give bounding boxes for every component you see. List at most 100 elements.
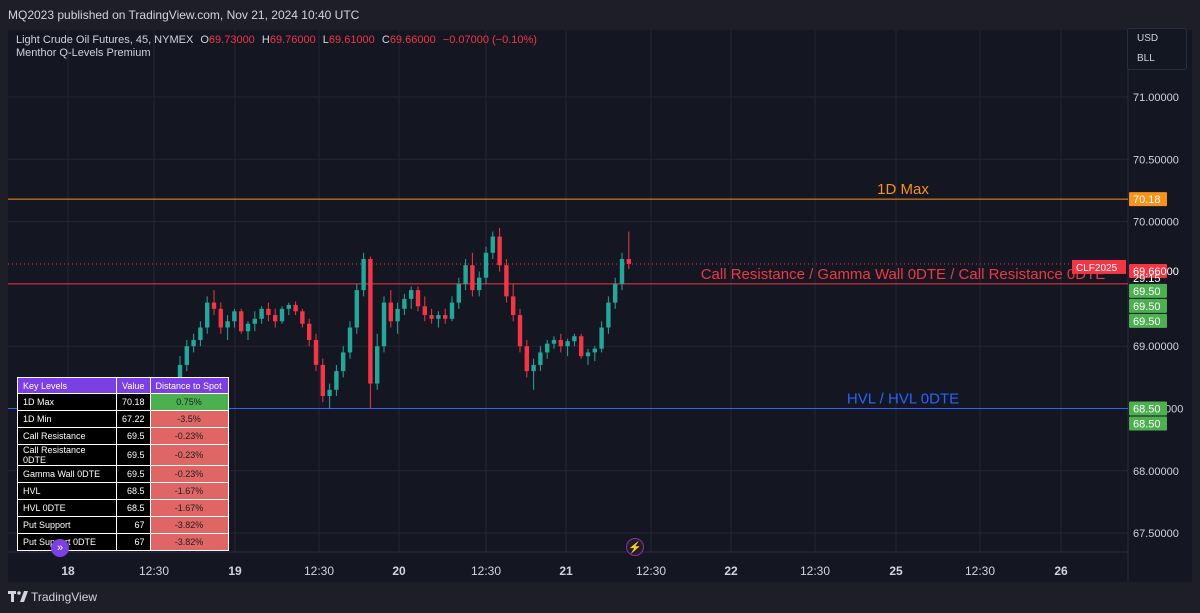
candle-body: [511, 296, 516, 316]
time-tick-label: 25: [889, 564, 903, 578]
table-row: Put Support 67 -3.82%: [17, 516, 229, 534]
time-tick-label: 12:30: [965, 564, 995, 578]
resistance-price-tag-2-bg: [1129, 298, 1167, 313]
candle-body: [177, 364, 183, 384]
candle-body: [429, 315, 434, 319]
indicator-name[interactable]: Menthor Q-Levels Premium: [16, 47, 151, 59]
symbol-name[interactable]: Light Crude Oil Futures, 45, NYMEX: [16, 34, 194, 46]
level-distance: -3.82%: [149, 516, 229, 534]
candle-body: [579, 336, 584, 357]
level-value: 69.5: [116, 444, 151, 466]
candle-body: [375, 346, 380, 384]
time-tick-label: 12:30: [304, 564, 334, 578]
price-tick-label: 68.00000: [1133, 466, 1179, 478]
change-value: −0.07000 (−0.10%): [442, 34, 537, 46]
time-tick-label: 12:30: [800, 564, 830, 578]
candle-body: [531, 364, 536, 372]
level-name: HVL: [17, 482, 117, 500]
level-distance: -3.5%: [149, 410, 229, 428]
level-label: 1D Max: [877, 181, 929, 198]
time-tick-label: 22: [724, 564, 738, 578]
level-value: 70.18: [116, 393, 151, 411]
candle-body: [293, 305, 298, 312]
candle-body: [626, 258, 631, 264]
level-value: 69.5: [116, 465, 151, 483]
candle-body: [225, 321, 230, 328]
current-price-tag-bg: [1129, 263, 1167, 278]
candle-body: [381, 302, 387, 347]
candle-body: [239, 311, 244, 332]
table-row: 1D Min 67.22 -3.5%: [17, 410, 229, 428]
goto-realtime-icon[interactable]: »: [51, 539, 69, 557]
time-tick-label: 18: [61, 564, 75, 578]
candle-body: [286, 305, 291, 309]
candle-body: [443, 315, 448, 319]
key-levels-table: Key Levels Value Distance to Spot 1D Max…: [17, 377, 229, 551]
candle-body: [524, 346, 529, 372]
hvl-price-tag-bg: [1129, 401, 1167, 416]
candle-body: [191, 339, 196, 347]
candle-body: [477, 277, 482, 291]
level-name: 1D Max: [17, 393, 117, 411]
candle-body: [320, 364, 325, 397]
candle-body: [558, 339, 563, 347]
footer-bar: TradingView: [0, 582, 1200, 613]
level-value: 68.5: [116, 482, 151, 500]
price-tick-label: 67.50000: [1133, 528, 1179, 540]
candle-body: [517, 315, 523, 347]
candle-body: [409, 290, 414, 299]
resistance-price-tag: 69.50: [1133, 286, 1161, 298]
close-label: C: [381, 34, 390, 46]
level-value: 67: [116, 516, 151, 534]
candle-body: [490, 236, 495, 253]
candle-body: [361, 258, 366, 291]
level-distance: -0.23%: [149, 427, 229, 445]
resistance-price-tag-bg: [1129, 283, 1167, 298]
unit-label[interactable]: BLL: [1137, 53, 1155, 64]
high-label: H: [261, 34, 270, 46]
candle-body: [307, 323, 312, 340]
table-row: 1D Max 70.18 0.75%: [17, 393, 229, 411]
candle-body: [402, 298, 407, 309]
candle-body: [259, 308, 264, 319]
candle-body: [422, 306, 427, 316]
time-tick-label: 12:30: [636, 564, 666, 578]
resistance-price-tag-3: 69.50: [1133, 316, 1161, 328]
max-price-tag-bg: [1129, 192, 1167, 207]
low-value: 69.61000: [328, 34, 375, 46]
time-tick-label: 12:30: [471, 564, 501, 578]
symbol-tag: CLF2025: [1076, 263, 1118, 274]
currency-unit-box[interactable]: USD BLL: [1127, 28, 1187, 70]
time-tick-label: 12:30: [139, 564, 169, 578]
candle-body: [273, 315, 278, 322]
price-tick-label: 70.00000: [1133, 217, 1179, 229]
level-name: HVL 0DTE: [17, 499, 117, 517]
candle-body: [483, 252, 489, 278]
candle-body: [436, 315, 441, 319]
publisher-line: MQ2023 published on TradingView.com, Nov…: [8, 8, 360, 22]
candle-body: [232, 311, 237, 322]
candle-body: [388, 302, 393, 322]
candle-body: [252, 318, 257, 324]
level-distance: -1.67%: [149, 499, 229, 517]
candle-body: [184, 346, 189, 365]
brand-name[interactable]: TradingView: [31, 590, 98, 604]
currency-label[interactable]: USD: [1137, 33, 1159, 44]
candle-body: [313, 339, 319, 365]
table-row: HVL 0DTE 68.5 -1.67%: [17, 499, 229, 517]
price-tick-label: 000: [1165, 404, 1183, 416]
candle-body: [613, 283, 618, 303]
candle-body: [606, 302, 611, 328]
candle-body: [463, 265, 468, 284]
header-value: Value: [116, 377, 151, 394]
level-name: Put Support: [17, 516, 117, 534]
table-row: Gamma Wall 0DTE 69.5 -0.23%: [17, 465, 229, 483]
level-label: HVL / HVL 0DTE: [847, 391, 959, 408]
candle-body: [211, 302, 217, 309]
time-tick-label: 26: [1054, 564, 1068, 578]
lightning-icon[interactable]: ⚡: [626, 538, 644, 556]
candle-body: [449, 302, 455, 319]
time-tick-label: 19: [228, 564, 242, 578]
table-row: HVL 68.5 -1.67%: [17, 482, 229, 500]
